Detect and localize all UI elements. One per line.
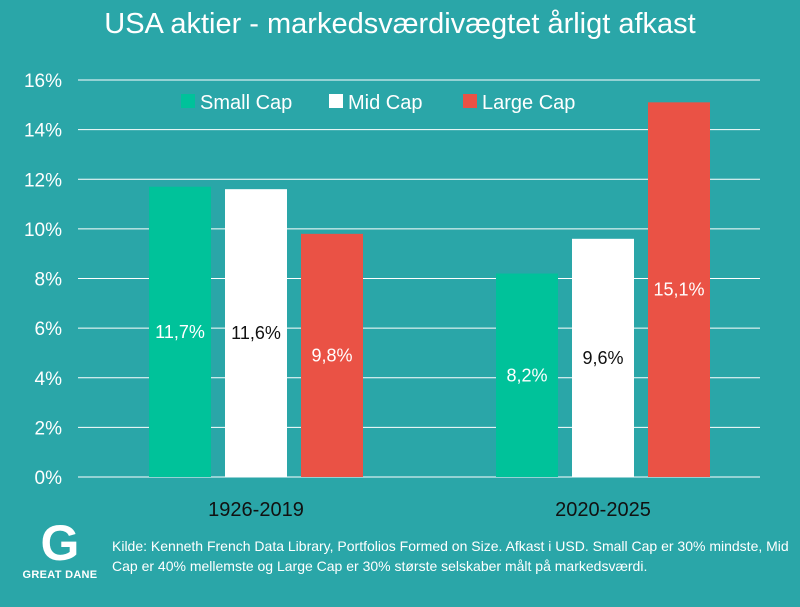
bar-small-cap-2020-2025 [496,273,558,477]
logo-g-icon: G [41,515,80,571]
bar-value-label: 11,7% [155,322,205,342]
legend-label: Small Cap [200,92,292,114]
y-tick-label: 4% [35,369,63,390]
y-axis-ticks: 0% 2% 4% 6% 8% 10% 12% 14% 16% [24,71,62,489]
source-note: Kilde: Kenneth French Data Library, Port… [112,538,789,574]
bar-small-cap-1926-2019 [149,186,211,477]
legend-label: Large Cap [482,92,575,114]
bar-mid-cap-1926-2019 [225,189,287,478]
y-tick-label: 0% [35,468,63,489]
bar-value-label: 15,1% [653,280,704,300]
y-tick-label: 16% [24,71,62,92]
bar-value-label: 11,6% [231,323,281,343]
y-tick-label: 2% [35,418,63,439]
y-tick-label: 10% [24,220,62,241]
bar-value-label: 9,8% [311,345,352,365]
y-tick-label: 14% [24,121,62,142]
svg-text:G: G [41,520,80,564]
x-category-label: 1926-2019 [208,499,304,521]
x-category-label: 2020-2025 [555,499,651,521]
legend-swatch-mid-cap [329,94,343,108]
bar-large-cap-1926-2019 [301,233,363,477]
legend: Small Cap Mid Cap Large Cap [181,92,575,114]
logo-text: GREAT DANE [22,569,98,581]
bar-value-label: 9,6% [582,348,623,368]
x-axis-categories: 1926-2019 2020-2025 [208,499,651,521]
y-tick-label: 6% [35,319,63,340]
y-tick-label: 8% [35,270,63,291]
bar-large-cap-2020-2025 [648,102,710,478]
bar-labels: 11,7% 11,6% 9,8% 8,2% 9,6% 15,1% [155,280,704,386]
great-dane-logo: G GREAT DANE [22,515,98,581]
bar-value-label: 8,2% [506,365,547,385]
legend-swatch-small-cap [181,94,195,108]
legend-swatch-large-cap [463,94,477,108]
chart-title: USA aktier - markedsværdivægtet årligt a… [104,8,696,40]
legend-label: Mid Cap [348,92,422,114]
bar-mid-cap-2020-2025 [572,238,634,477]
bars [149,102,710,478]
y-tick-label: 12% [24,170,62,191]
